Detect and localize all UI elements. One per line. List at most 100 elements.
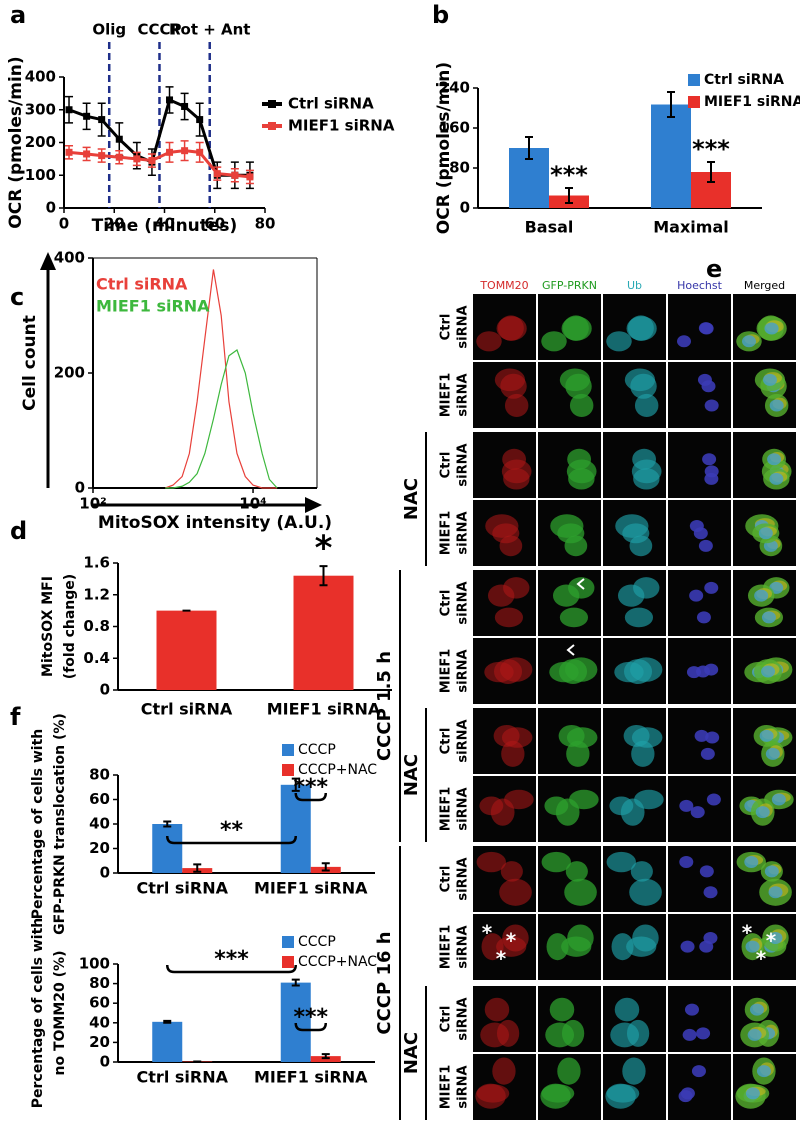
y-tick-label: 1.2 <box>83 585 110 603</box>
cell <box>496 316 527 341</box>
x-tick-label: Ctrl siRNA <box>141 700 233 719</box>
y-tick-label: 0 <box>100 681 110 699</box>
panel-letter: e <box>706 255 722 283</box>
nucleus <box>761 665 776 678</box>
y-tick-label: 80 <box>89 974 110 992</box>
row-label: siRNA <box>456 649 471 692</box>
nucleus <box>767 453 782 466</box>
y-tick-label: 60 <box>89 994 110 1012</box>
cell <box>500 861 523 882</box>
y-tick-label: 200 <box>25 133 56 151</box>
nucleus <box>680 1087 695 1100</box>
cell <box>559 659 588 684</box>
y-tick-label: 400 <box>25 68 56 86</box>
cell <box>557 1057 581 1085</box>
point <box>65 106 73 114</box>
significance: *** <box>550 161 588 189</box>
nucleus <box>694 729 709 742</box>
error-bar <box>667 91 675 118</box>
nucleus <box>680 940 695 953</box>
cell <box>617 584 645 607</box>
nucleus <box>768 886 783 899</box>
nucleus <box>705 731 720 744</box>
cell <box>567 924 594 952</box>
y-tick-label: 0 <box>100 864 110 882</box>
row-label: Ctrl <box>439 452 454 479</box>
point <box>83 112 91 120</box>
legend-label: CCCP <box>298 742 336 758</box>
cell <box>541 1084 575 1103</box>
nucleus <box>703 886 718 899</box>
group-label: NAC <box>401 754 422 796</box>
panel-letter: d <box>10 517 27 545</box>
nucleus <box>765 747 780 760</box>
cell <box>546 933 569 961</box>
cell <box>502 448 527 470</box>
x-tick-label: MIEF1 siRNA <box>254 1068 368 1087</box>
legend-marker <box>268 122 276 130</box>
cell <box>476 331 502 352</box>
significance-bracket <box>294 792 327 802</box>
legend-swatch <box>282 936 294 948</box>
cell <box>630 861 653 882</box>
nucleus <box>769 399 784 412</box>
cell <box>620 798 645 826</box>
cell <box>501 740 525 767</box>
y-tick-label: 0 <box>75 479 85 497</box>
nucleus <box>699 865 714 878</box>
x-tick-label: 40 <box>154 215 175 233</box>
y-tick-label: 40 <box>89 815 110 833</box>
column-label: Merged <box>744 279 785 292</box>
cell <box>484 997 510 1022</box>
nucleus <box>756 1065 771 1078</box>
row-label: siRNA <box>456 511 471 554</box>
cell <box>559 607 589 628</box>
nucleus <box>697 373 712 386</box>
cell <box>499 878 532 906</box>
error-bar <box>163 1019 172 1024</box>
group-label: CCCP 1.5 h <box>374 651 395 761</box>
micrograph <box>668 362 731 428</box>
y-axis-label: (fold change) <box>62 574 78 679</box>
point <box>115 135 123 143</box>
error-bar <box>321 1053 330 1060</box>
legend-label: Ctrl siRNA <box>96 275 188 294</box>
y-tick-label: 40 <box>89 1013 110 1031</box>
cell <box>481 933 504 961</box>
cell <box>606 851 636 873</box>
nucleus <box>699 322 714 335</box>
error-bar <box>163 820 172 828</box>
nucleus <box>704 399 719 412</box>
cell <box>555 798 580 826</box>
row-label: siRNA <box>456 925 471 968</box>
y-tick-label: 160 <box>439 119 470 137</box>
y-axis-label: no TOMM20 (%) <box>52 951 68 1076</box>
nucleus <box>704 472 719 485</box>
cell <box>565 861 588 882</box>
significance: *** <box>293 775 328 800</box>
nucleus <box>706 793 721 806</box>
y-tick-label: 0 <box>46 199 56 217</box>
y-tick-label: 0 <box>460 199 470 217</box>
arrowhead <box>566 644 575 656</box>
y-tick-label: 20 <box>89 1033 110 1051</box>
point <box>166 96 174 104</box>
cell <box>545 1022 575 1048</box>
nucleus <box>759 729 774 742</box>
legend-label: CCCP+NAC <box>298 954 377 970</box>
column-label: Hoechst <box>677 279 723 292</box>
cell <box>566 740 590 767</box>
y-tick-label: 80 <box>449 159 470 177</box>
y-tick-label: 0.4 <box>83 649 110 667</box>
legend-swatch <box>688 96 700 108</box>
bar <box>152 1021 183 1062</box>
error-bar <box>321 862 330 872</box>
micrograph <box>668 432 731 498</box>
cell <box>564 878 597 906</box>
y-tick-label: 20 <box>89 839 110 857</box>
cell <box>487 584 515 607</box>
bar <box>152 824 183 873</box>
column-label: Ub <box>627 279 642 292</box>
point <box>83 150 91 158</box>
nucleus <box>682 1028 697 1041</box>
